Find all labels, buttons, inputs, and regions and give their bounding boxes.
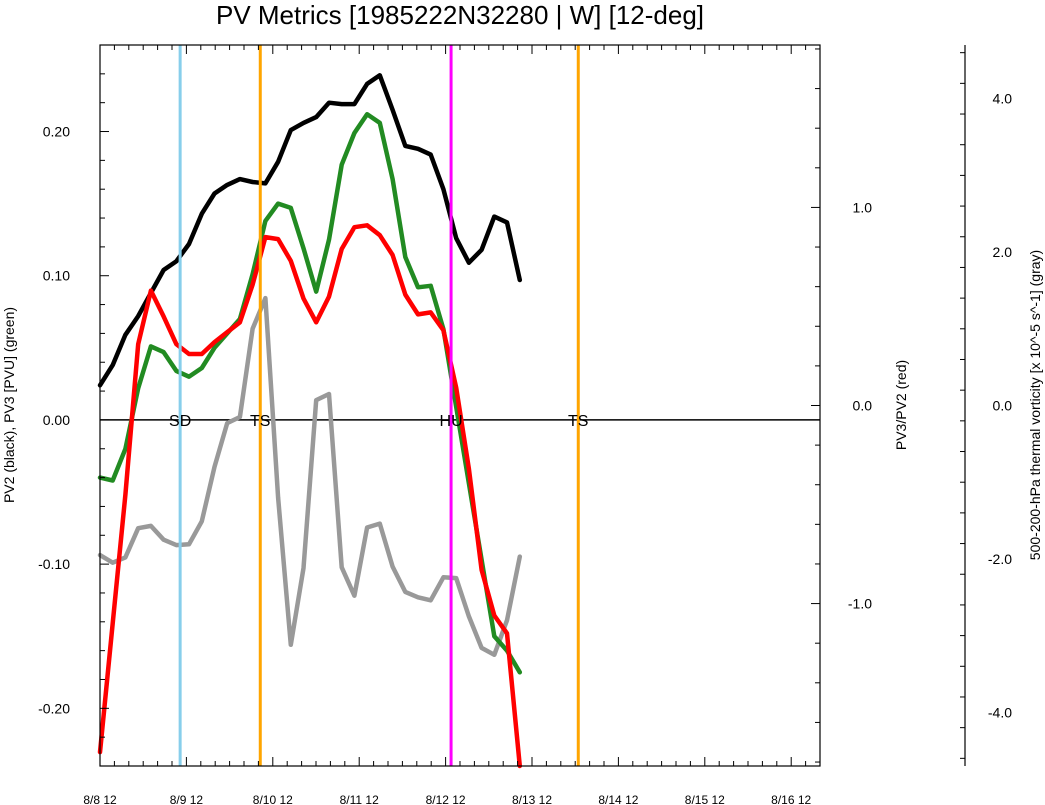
left-axis-label: PV2 (black), PV3 [PVU] (green): [1, 307, 17, 503]
chart-title: PV Metrics [1985222N32280 | W] [12-deg]: [216, 0, 704, 30]
x-tick-label-6: 8/14 12: [598, 793, 638, 805]
far-right-tick-label-3: 2.0: [993, 244, 1013, 260]
far-right-tick-label-4: 4.0: [993, 91, 1013, 107]
axis-labels: PV2 (black), PV3 [PVU] (green) PV3/PV2 (…: [1, 250, 1043, 560]
right-tick-label-2: 1.0: [853, 199, 873, 215]
far-right-tick-label-1: -2.0: [988, 551, 1012, 567]
far-right-tick-label-2: 0.0: [993, 398, 1013, 414]
right-axis-label: PV3/PV2 (red): [893, 360, 909, 450]
right-tick-label-1: 0.0: [853, 398, 873, 414]
left-tick-label-0: -0.20: [38, 700, 70, 716]
x-tick-label-5: 8/13 12: [512, 793, 552, 805]
x-tick-label-8: 8/16 12: [771, 793, 811, 805]
x-tick-label-7: 8/15 12: [685, 793, 725, 805]
x-tick-label-2: 8/10 12: [253, 793, 293, 805]
far-right-tick-label-0: -4.0: [988, 704, 1012, 720]
x-tick-label-4: 8/12 12: [426, 793, 466, 805]
far-right-axis-label: 500-200-hPa thermal vorticity [x 10^-5 s…: [1027, 250, 1043, 560]
pv2-black-line: [97, 73, 523, 388]
left-tick-label-1: -0.10: [38, 556, 70, 572]
marker-label-1: TS: [250, 413, 270, 430]
x-tick-label-0: 8/8 12: [83, 793, 117, 805]
x-tick-label-3: 8/11 12: [340, 793, 379, 805]
marker-label-2: HU: [440, 413, 463, 430]
marker-layer: SD TS HU TS: [169, 45, 588, 766]
axes-layer: 8/8 12 8/9 12 8/10 12 8/11 12 8/12 12 8/13 12…: [38, 44, 1013, 805]
right-tick-label-0: -1.0: [848, 596, 872, 612]
x-tick-label-1: 8/9 12: [170, 793, 204, 805]
left-tick-label-4: 0.20: [43, 124, 70, 140]
marker-label-3: TS: [568, 413, 588, 430]
left-tick-label-3: 0.10: [43, 268, 70, 284]
left-tick-label-2: 0.00: [43, 412, 70, 428]
marker-label-0: SD: [169, 413, 191, 430]
